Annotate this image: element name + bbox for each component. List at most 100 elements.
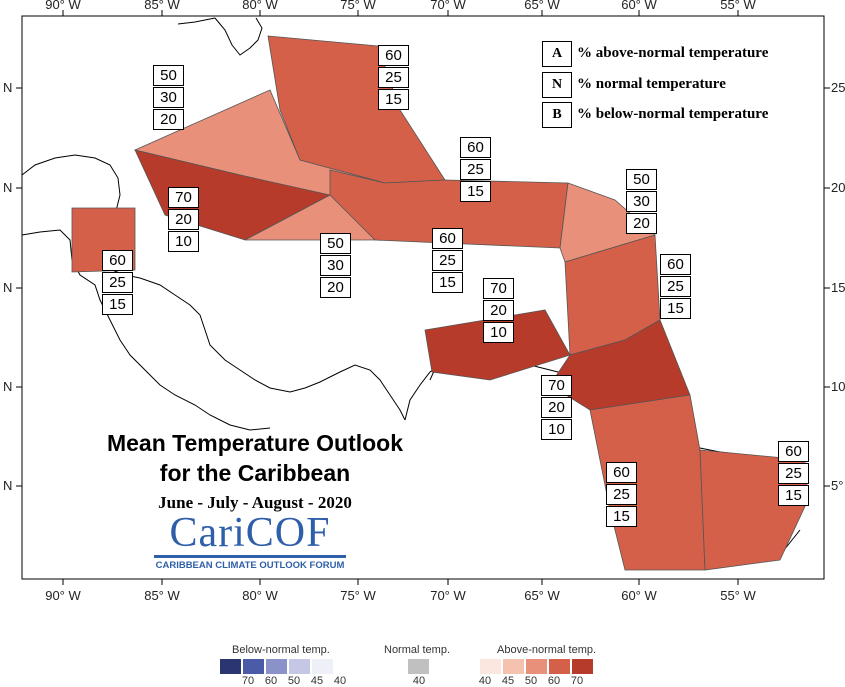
legend-value: 60 <box>264 675 278 687</box>
legend-value: 40 <box>478 675 492 687</box>
legend-swatch-below <box>220 659 241 674</box>
prob-box-hispaniola: 60 25 15 <box>460 137 491 203</box>
legend-swatch-below <box>312 659 333 674</box>
lon-tick-marks <box>16 10 830 585</box>
lon-label: 85° W <box>144 588 180 603</box>
prob-normal: 25 <box>102 272 133 293</box>
prob-normal: 30 <box>626 191 657 212</box>
prob-box-western-caribbean: 70 20 10 <box>168 187 199 253</box>
lon-label: 65° W <box>524 0 560 12</box>
prob-below: 15 <box>460 181 491 202</box>
legend-value: 45 <box>501 675 515 687</box>
region-abc-islands <box>424 309 571 381</box>
season-label: June - July - August - 2020 <box>158 493 352 512</box>
prob-normal: 20 <box>541 397 572 418</box>
legend-title-above: Above-normal temp. <box>497 644 597 656</box>
prob-box-abc-islands: 70 20 10 <box>483 278 514 344</box>
key-letter: A <box>542 41 572 67</box>
lon-label: 90° W <box>45 0 81 12</box>
prob-below: 15 <box>378 89 409 110</box>
legend-value: 60 <box>547 675 561 687</box>
lon-label: 55° W <box>720 588 756 603</box>
prob-below: 10 <box>541 419 572 440</box>
lat-label-left: N <box>3 280 13 295</box>
map-frame <box>21 15 825 580</box>
prob-below: 10 <box>168 231 199 252</box>
prob-box-bahamas: 60 25 15 <box>378 45 409 111</box>
prob-box-windward-islands: 60 25 15 <box>660 254 691 320</box>
lon-label: 80° W <box>242 0 278 12</box>
lon-label: 60° W <box>621 0 657 12</box>
prob-box-jamaica-south: 50 30 20 <box>320 233 351 299</box>
key-letter: N <box>542 72 572 98</box>
prob-above: 70 <box>168 187 199 208</box>
prob-normal: 20 <box>483 300 514 321</box>
caricof-logo: CariCOF CARIBBEAN CLIMATE OUTLOOK FORUM <box>150 511 350 571</box>
logo-underline <box>154 555 346 558</box>
title-line-1: Mean Temperature Outlook <box>106 430 404 456</box>
lon-label: 90° W <box>45 588 81 603</box>
legend-swatch-above <box>480 659 501 674</box>
prob-below: 20 <box>320 277 351 298</box>
lat-label-left: N <box>3 180 13 195</box>
prob-below: 20 <box>153 109 184 130</box>
legend-value: 40 <box>333 675 347 687</box>
region-jamaica-south <box>244 194 376 241</box>
logo-name: CariCOF <box>169 510 331 556</box>
prob-below: 15 <box>432 272 463 293</box>
legend-swatch-above <box>572 659 593 674</box>
lon-label: 75° W <box>340 0 376 12</box>
prob-above: 60 <box>460 137 491 158</box>
prob-box-suriname-french-guiana: 60 25 15 <box>778 441 809 507</box>
lon-label: 85° W <box>144 0 180 12</box>
lat-label-right: 10 <box>831 379 845 394</box>
prob-box-leeward-islands: 50 30 20 <box>626 169 657 235</box>
map-title: Mean Temperature Outlook for the Caribbe… <box>70 428 440 488</box>
lat-label-left: N <box>3 80 13 95</box>
legend-value: 50 <box>287 675 301 687</box>
legend-swatch-normal <box>408 659 429 674</box>
legend-swatch-above <box>549 659 570 674</box>
prob-above: 60 <box>778 441 809 462</box>
prob-above: 50 <box>626 169 657 190</box>
legend-value: 40 <box>412 675 426 687</box>
prob-above: 70 <box>541 375 572 396</box>
lat-label-right: 5° <box>831 478 844 493</box>
lon-label: 70° W <box>430 0 466 12</box>
key-label: % normal temperature <box>577 76 726 92</box>
legend-swatch-below <box>266 659 287 674</box>
key-label: % below-normal temperature <box>577 106 769 122</box>
legend-value: 70 <box>570 675 584 687</box>
prob-above: 50 <box>153 65 184 86</box>
prob-normal: 20 <box>168 209 199 230</box>
legend-swatch-above <box>503 659 524 674</box>
prob-box-puerto-rico-south: 60 25 15 <box>432 228 463 294</box>
prob-above: 60 <box>102 250 133 271</box>
prob-normal: 25 <box>460 159 491 180</box>
prob-below: 15 <box>606 506 637 527</box>
lon-label: 60° W <box>621 588 657 603</box>
logo-subtitle: CARIBBEAN CLIMATE OUTLOOK FORUM <box>155 560 345 571</box>
prob-above: 60 <box>660 254 691 275</box>
prob-normal: 25 <box>606 484 637 505</box>
title-line-2: for the Caribbean <box>159 460 351 486</box>
prob-below: 15 <box>778 485 809 506</box>
lat-label-right: 25 <box>831 80 845 95</box>
legend-title-normal: Normal temp. <box>384 644 451 656</box>
prob-normal: 30 <box>320 255 351 276</box>
prob-above: 70 <box>483 278 514 299</box>
lon-label: 75° W <box>340 588 376 603</box>
lat-label-left: N <box>3 379 13 394</box>
lon-label: 55° W <box>720 0 756 12</box>
prob-above: 60 <box>432 228 463 249</box>
prob-box-guyana: 60 25 15 <box>606 462 637 528</box>
key-label: % above-normal temperature <box>577 45 769 61</box>
prob-above: 60 <box>606 462 637 483</box>
lon-label: 65° W <box>524 588 560 603</box>
lat-label-right: 15 <box>831 280 845 295</box>
legend-swatch-below <box>289 659 310 674</box>
legend-swatch-above <box>526 659 547 674</box>
legend-value: 45 <box>310 675 324 687</box>
prob-normal: 30 <box>153 87 184 108</box>
